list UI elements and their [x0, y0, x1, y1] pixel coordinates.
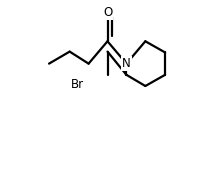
Text: N: N [122, 57, 131, 70]
Text: O: O [103, 6, 112, 19]
Text: Br: Br [71, 78, 84, 91]
